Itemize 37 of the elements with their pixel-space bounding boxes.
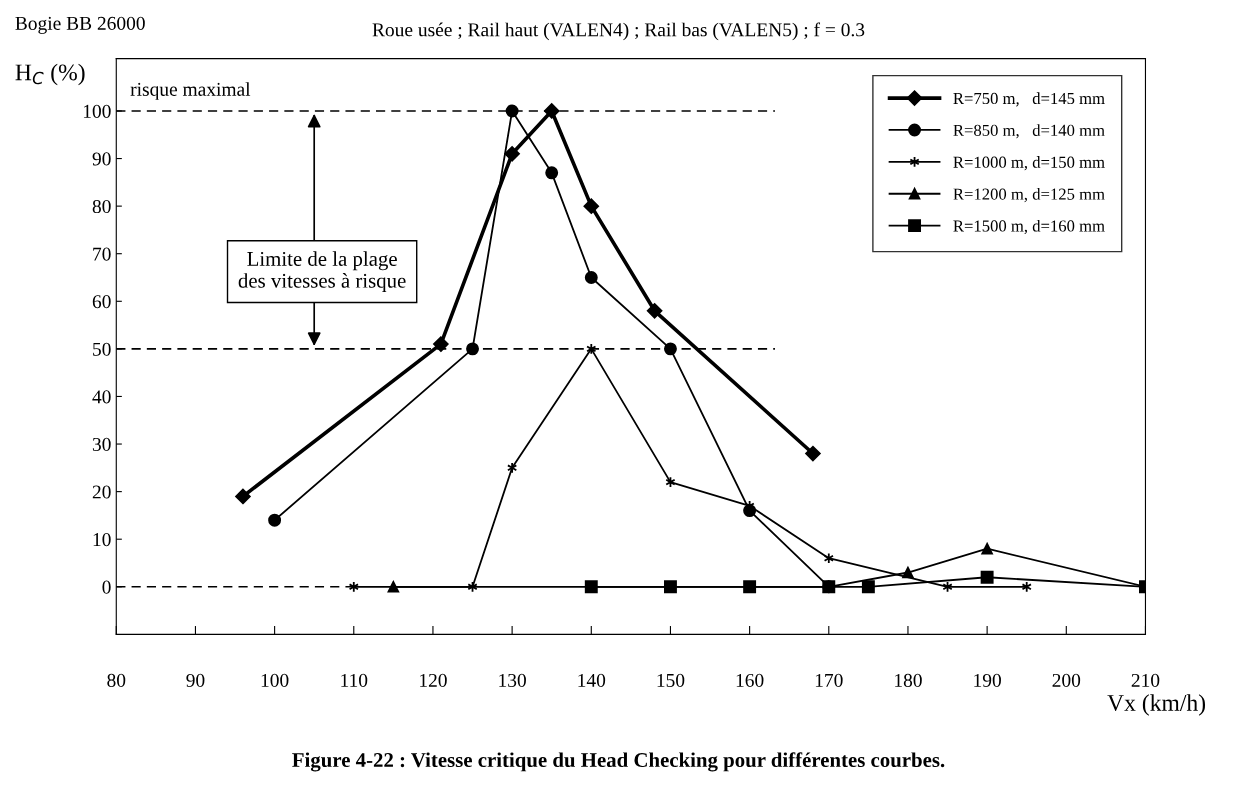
legend-label: R=1500 m, d=160 mm bbox=[953, 219, 1105, 235]
x-tick-label: 160 bbox=[736, 673, 764, 687]
chart-subtitle: Roue usée ; Rail haut (VALEN4) ; Rail bas (VALEN5) ; f = 0.3 bbox=[372, 22, 865, 41]
annotation: Limite de la plage des vitesses à risque bbox=[238, 251, 406, 293]
x-axis-title: Vx (km/h) bbox=[1107, 694, 1206, 716]
ref-line-label: risque maximal bbox=[130, 82, 251, 100]
x-tick-label: 90 bbox=[186, 673, 205, 687]
caption: Figure 4-22 : Vitesse critique du Head Checking pour différentes courbes. bbox=[292, 752, 945, 772]
x-tick-label: 120 bbox=[420, 673, 447, 687]
y-tick-label: 100 bbox=[83, 104, 111, 118]
x-tick-label: 100 bbox=[261, 673, 289, 687]
y-tick-label: 20 bbox=[92, 485, 111, 499]
x-tick-label: 190 bbox=[974, 673, 1001, 687]
x-tick-label: 140 bbox=[578, 673, 606, 687]
y-tick-label: 40 bbox=[92, 390, 111, 404]
x-tick-label: 80 bbox=[107, 673, 126, 687]
legend-label: R=850 m, d=140 mm bbox=[953, 124, 1105, 139]
x-tick-label: 110 bbox=[341, 673, 368, 687]
y-tick-label: 80 bbox=[92, 199, 111, 214]
y-tick-label: 50 bbox=[93, 342, 111, 356]
x-tick-label: 200 bbox=[1052, 673, 1081, 687]
chart-title: Bogie BB 26000 bbox=[15, 16, 145, 34]
legend-label: R=1200 m, d=125 mm bbox=[953, 188, 1105, 203]
y-tick-label: 90 bbox=[92, 152, 111, 166]
x-tick-label: 130 bbox=[499, 673, 526, 687]
legend-label: R=1000 m, d=150 mm bbox=[953, 156, 1105, 171]
x-tick-label: 170 bbox=[815, 673, 843, 687]
y-tick-label: 70 bbox=[93, 247, 111, 261]
y-axis-title: H$_{C}$ (%) bbox=[15, 63, 85, 86]
y-tick-label: 10 bbox=[93, 533, 111, 547]
y-tick-label: 60 bbox=[92, 295, 111, 309]
y-tick-label: 30 bbox=[92, 437, 111, 451]
legend-label: R=750 m, d=145 mm bbox=[953, 92, 1105, 107]
x-tick-label: 180 bbox=[895, 673, 922, 687]
x-tick-label: 210 bbox=[1131, 673, 1160, 687]
y-tick-label: 0 bbox=[102, 580, 111, 594]
x-tick-label: 150 bbox=[657, 673, 685, 687]
